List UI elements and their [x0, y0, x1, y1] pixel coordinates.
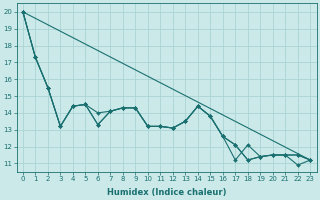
X-axis label: Humidex (Indice chaleur): Humidex (Indice chaleur) — [107, 188, 226, 197]
